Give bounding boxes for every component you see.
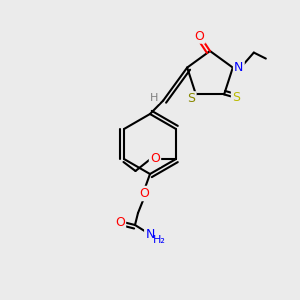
Text: H: H <box>150 93 158 103</box>
Text: O: O <box>139 187 149 200</box>
Text: O: O <box>150 152 160 166</box>
Text: N: N <box>145 227 155 241</box>
Text: S: S <box>188 92 195 105</box>
Text: N: N <box>234 61 244 74</box>
Text: S: S <box>232 91 240 104</box>
Text: O: O <box>195 29 204 43</box>
Text: O: O <box>115 215 125 229</box>
Text: H₂: H₂ <box>153 235 165 245</box>
